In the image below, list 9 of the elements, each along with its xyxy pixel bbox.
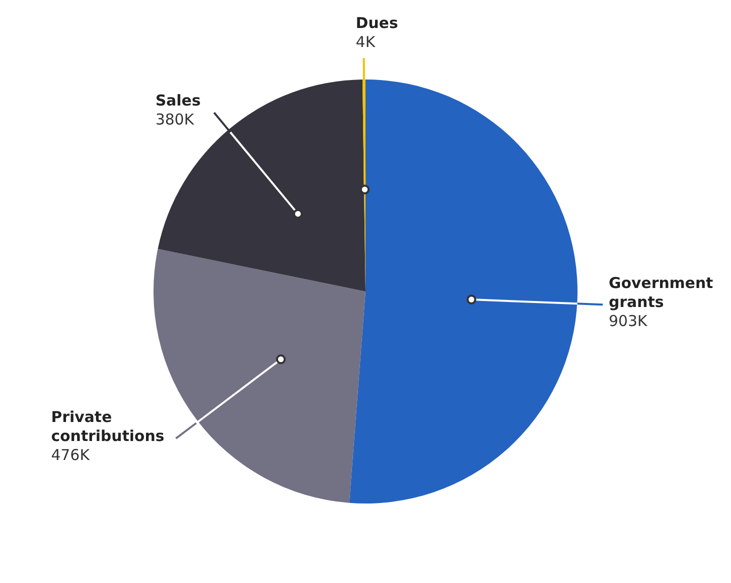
- slice-label: Private contributions: [51, 408, 164, 445]
- data-label: 903K: [608, 312, 648, 330]
- slice-label: Sales: [155, 92, 201, 110]
- data-label: 476K: [51, 446, 91, 464]
- data-label: 4K: [356, 33, 376, 52]
- data-label: 380K: [155, 110, 196, 129]
- slice-label: Government grants: [608, 274, 714, 312]
- pie-slice: [349, 80, 578, 504]
- slice-label: Dues: [356, 14, 398, 32]
